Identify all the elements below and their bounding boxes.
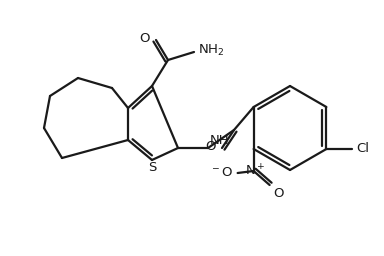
Text: O: O xyxy=(274,187,284,200)
Text: NH$_2$: NH$_2$ xyxy=(198,42,224,58)
Text: Cl: Cl xyxy=(356,143,369,155)
Text: $^-$O: $^-$O xyxy=(210,166,233,179)
Text: NH: NH xyxy=(210,133,230,146)
Text: S: S xyxy=(148,161,156,174)
Text: N$^+$: N$^+$ xyxy=(245,163,266,179)
Text: O: O xyxy=(205,141,216,154)
Text: O: O xyxy=(139,33,150,46)
